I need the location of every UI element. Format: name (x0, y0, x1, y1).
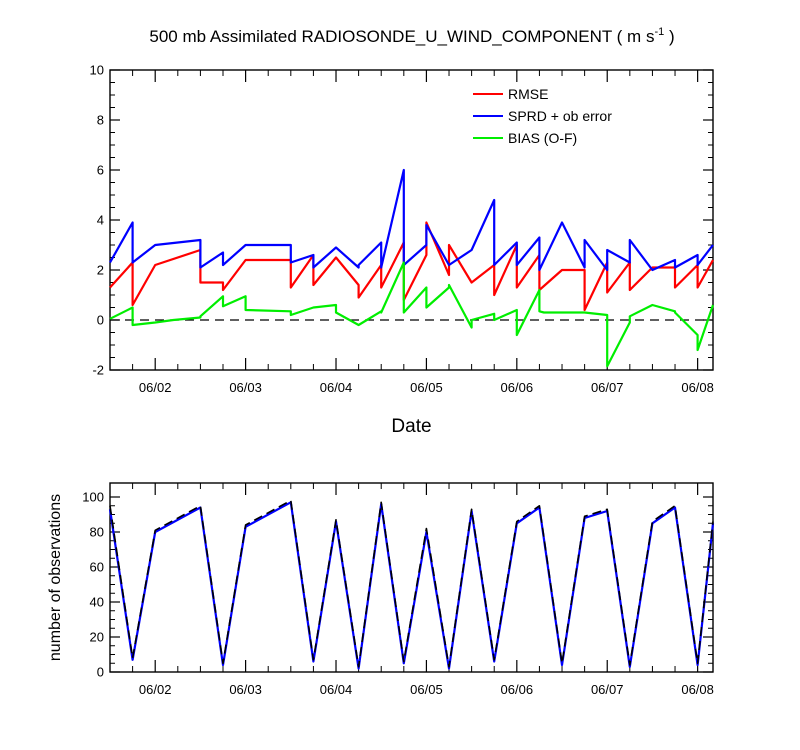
title-superscript: -1 (654, 26, 664, 38)
y-tick-label: -2 (92, 363, 104, 378)
y-axis-title: number of observations (47, 494, 64, 661)
plot-frame (109, 482, 714, 673)
bottom-chart: 0 20 40 60 80 100 06/02 06/03 06/04 06/05 06/06 06/… (47, 482, 715, 697)
x-tick-label: 06/08 (681, 682, 714, 697)
series-line-1 (109, 221, 714, 312)
x-tick-label: 06/06 (501, 682, 534, 697)
series-line-1 (108, 501, 715, 670)
series-line-2 (109, 168, 714, 272)
x-tick-label: 06/05 (410, 380, 443, 395)
title-end: ) (664, 27, 674, 46)
legend-label: BIAS (O-F) (508, 130, 577, 146)
series-line-2 (109, 499, 714, 668)
y-tick-label: 20 (90, 630, 104, 645)
x-tick-label: 06/03 (229, 682, 262, 697)
y-tick-label: 2 (97, 263, 104, 278)
y-tick-label: 10 (90, 63, 104, 78)
y-tick-label: 0 (97, 313, 104, 328)
y-tick-label: 6 (97, 163, 104, 178)
x-tick-label: 06/02 (139, 380, 172, 395)
x-tick-label: 06/05 (410, 682, 443, 697)
y-tick-label: 0 (97, 665, 104, 680)
x-tick-label: 06/08 (681, 380, 714, 395)
legend-label: RMSE (508, 86, 548, 102)
x-tick-label: 06/07 (591, 682, 624, 697)
series-line-3 (109, 261, 715, 368)
x-tick-label: 06/02 (139, 682, 172, 697)
x-axis-title: Date (391, 416, 431, 437)
y-tick-label: 80 (90, 525, 104, 540)
x-tick-label: 06/04 (320, 380, 353, 395)
legend: RMSE SPRD + ob error BIAS (O-F) (473, 86, 612, 146)
chart-title: 500 mb Assimilated RADIOSONDE_U_WIND_COM… (149, 26, 674, 46)
legend-label: SPRD + ob error (508, 108, 612, 124)
y-tick-label: 100 (82, 490, 104, 505)
plot-frame (109, 69, 714, 371)
y-tick-label: 40 (90, 595, 104, 610)
x-tick-label: 06/06 (501, 380, 534, 395)
x-tick-label: 06/03 (229, 380, 262, 395)
y-tick-label: 8 (97, 113, 104, 128)
x-tick-label: 06/04 (320, 682, 353, 697)
y-tick-label: 60 (90, 560, 104, 575)
y-tick-label: 4 (97, 213, 104, 228)
x-tick-label: 06/07 (591, 380, 624, 395)
top-chart: -2 0 2 4 6 8 10 06/02 06/03 06/04 06/05 06/06 06/07 0… (90, 63, 715, 437)
